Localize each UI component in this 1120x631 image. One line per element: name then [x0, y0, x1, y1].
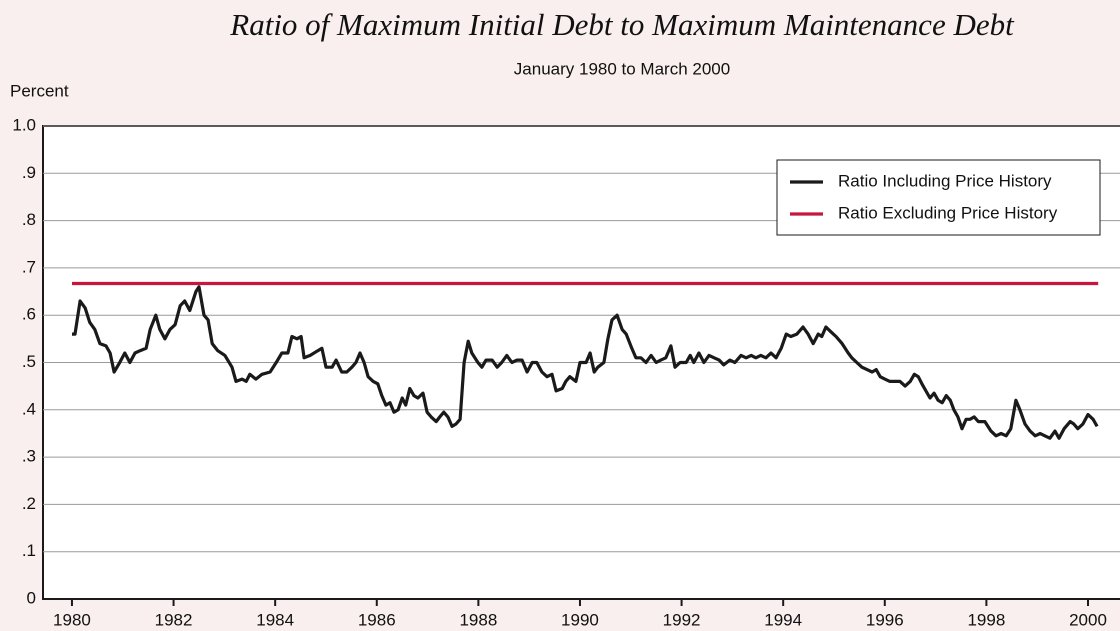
y-tick-label: .8 — [22, 210, 36, 229]
line-series — [72, 285, 1099, 440]
y-tick-label: .2 — [22, 494, 36, 513]
y-tick-label: .7 — [22, 257, 36, 276]
y-tick-label: .4 — [22, 399, 36, 418]
y-tick-label: .6 — [22, 305, 36, 324]
legend-label: Ratio Including Price History — [838, 171, 1052, 190]
legend-box — [776, 159, 1101, 236]
x-tick-label: 1988 — [459, 610, 497, 629]
x-tick-label: 1984 — [256, 610, 294, 629]
x-tick-label: 1986 — [358, 610, 396, 629]
x-tick-label: 1982 — [155, 610, 193, 629]
x-tick-label: 1996 — [866, 610, 904, 629]
y-tick-label: .5 — [22, 352, 36, 371]
y-tick-label: 0 — [27, 588, 36, 607]
y-tick-label: .3 — [22, 447, 36, 466]
x-tick-label: 1990 — [561, 610, 599, 629]
legend-label: Ratio Excluding Price History — [838, 203, 1058, 222]
x-tick-label: 1992 — [663, 610, 701, 629]
x-tick-label: 2000 — [1069, 610, 1107, 629]
x-tick-label: 1998 — [967, 610, 1005, 629]
y-axis-label: Percent — [10, 81, 69, 100]
y-tick-label: .9 — [22, 163, 36, 182]
chart-subtitle: January 1980 to March 2000 — [514, 59, 730, 78]
chart-title: Ratio of Maximum Initial Debt to Maximum… — [229, 7, 1015, 42]
y-tick-label: 1.0 — [12, 115, 36, 134]
y-tick-label: .1 — [22, 541, 36, 560]
x-tick-label: 1994 — [764, 610, 802, 629]
x-tick-label: 1980 — [53, 610, 91, 629]
